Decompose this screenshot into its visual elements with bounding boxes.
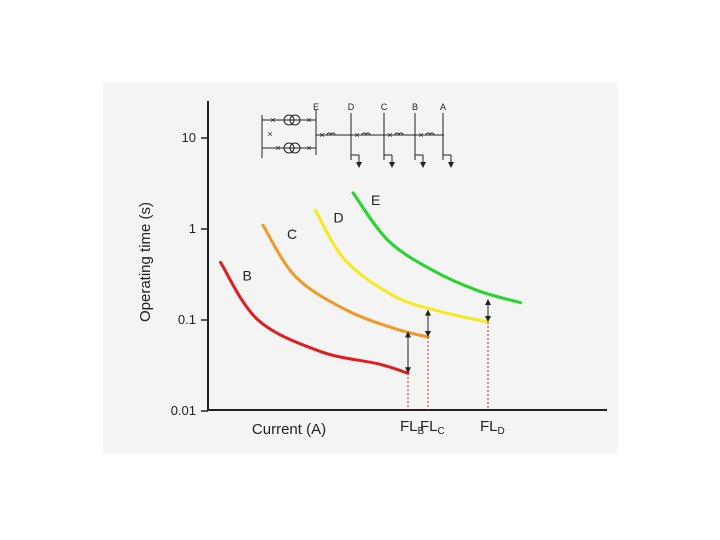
x-axis-title: Current (A) bbox=[252, 421, 326, 438]
arrow-head-icon bbox=[485, 316, 491, 323]
breaker-icon: × bbox=[319, 130, 324, 140]
breaker-icon: × bbox=[270, 115, 275, 125]
load-arrow-icon bbox=[389, 162, 395, 168]
arrow-head-icon bbox=[485, 299, 491, 306]
curve-d bbox=[314, 208, 490, 324]
bus-labels: E × D × C × B × A bbox=[313, 102, 454, 168]
y-tick-label: 0.1 bbox=[178, 312, 196, 327]
y-tick-label: 1 bbox=[189, 221, 196, 236]
curves: B C D E bbox=[219, 191, 522, 375]
breaker-icon: × bbox=[267, 129, 272, 139]
curve-label-b: B bbox=[243, 267, 252, 283]
breaker-icon: × bbox=[387, 130, 392, 140]
load-arrow-icon bbox=[356, 162, 362, 168]
curve-b bbox=[219, 260, 410, 375]
curve-label-d: D bbox=[334, 209, 344, 225]
load-arrow-icon bbox=[420, 162, 426, 168]
y-axis-title: Operating time (s) bbox=[137, 202, 154, 322]
curve-c bbox=[261, 223, 430, 339]
bus-label: B bbox=[412, 102, 418, 112]
breaker-icon: × bbox=[354, 130, 359, 140]
single-line-diagram: × × × × × E×D×C×B×A bbox=[261, 102, 454, 168]
arrow-head-icon bbox=[425, 309, 431, 316]
breaker-icon: × bbox=[306, 115, 311, 125]
transformer-icon bbox=[283, 114, 295, 126]
bus-label: C bbox=[381, 102, 388, 112]
y-tick-label: 0.01 bbox=[171, 403, 196, 418]
ct-coil-icon bbox=[326, 132, 336, 136]
curve-label-e: E bbox=[371, 192, 380, 208]
breaker-icon: × bbox=[306, 143, 311, 153]
bus-label: E bbox=[313, 102, 319, 112]
ct-coil-icon bbox=[394, 132, 404, 136]
fault-level-label: FLD bbox=[480, 418, 505, 437]
y-ticks: 10 1 0.1 0.01 bbox=[171, 130, 208, 418]
arrow-head-icon bbox=[405, 367, 411, 374]
ct-coil-icon bbox=[425, 132, 435, 136]
curve-e bbox=[351, 191, 522, 305]
figure-frame bbox=[103, 82, 618, 454]
arrow-head-icon bbox=[425, 331, 431, 338]
load-arrow-icon bbox=[448, 162, 454, 168]
arrow-head-icon bbox=[405, 331, 411, 338]
bus-label: A bbox=[440, 102, 446, 112]
curve-label-c: C bbox=[287, 226, 297, 242]
breaker-icon: × bbox=[418, 130, 423, 140]
breaker-icon: × bbox=[275, 143, 280, 153]
transformer-icon bbox=[289, 114, 301, 126]
fault-level-label: FLC bbox=[420, 418, 445, 437]
y-tick-label: 10 bbox=[182, 130, 196, 145]
bus-label: D bbox=[348, 102, 355, 112]
transformer-icon bbox=[283, 142, 295, 154]
ct-coil-icon bbox=[361, 132, 371, 136]
transformer-icon bbox=[289, 142, 301, 154]
